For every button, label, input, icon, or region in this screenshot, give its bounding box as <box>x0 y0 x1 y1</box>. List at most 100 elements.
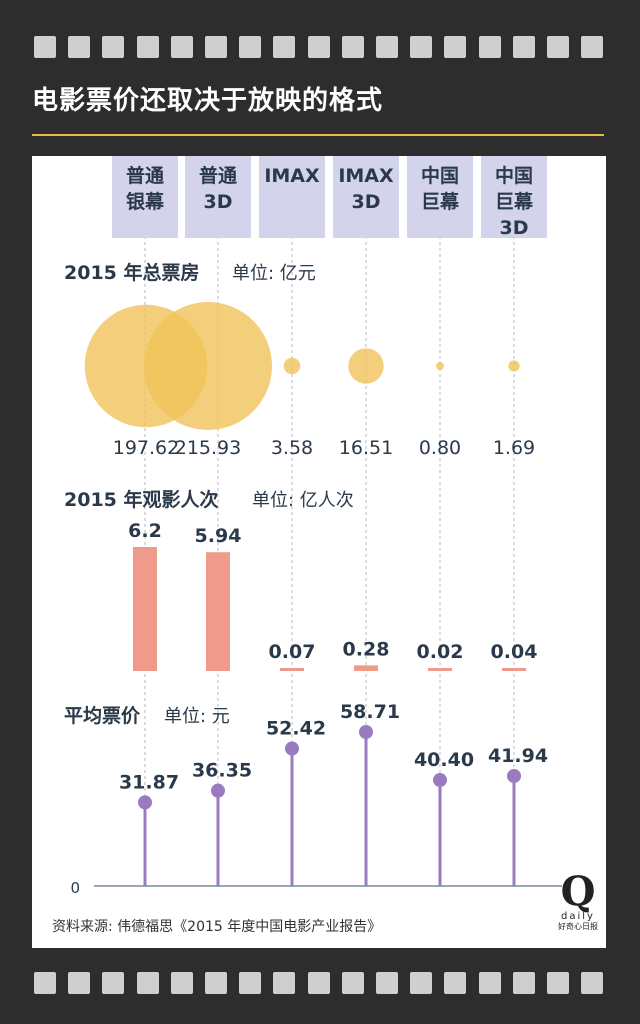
film-hole <box>136 36 159 58</box>
price-point <box>285 741 299 756</box>
category-label: 3D <box>352 191 381 213</box>
price-unit: 单位: 元 <box>164 706 230 727</box>
price-value-label: 31.87 <box>119 771 179 793</box>
audience-value-label: 5.94 <box>195 525 242 547</box>
box-office-unit: 单位: 亿元 <box>232 263 316 284</box>
film-hole <box>376 36 398 58</box>
category-label: 中国 <box>495 164 533 187</box>
price-point <box>507 768 521 783</box>
category-label: 普通 <box>199 164 238 187</box>
audience-value-label: 0.28 <box>343 638 390 660</box>
film-hole <box>273 36 296 58</box>
film-hole <box>410 36 433 58</box>
film-hole <box>512 972 535 994</box>
audience-title: 2015 年观影人次 <box>64 488 219 511</box>
category-label: 中国 <box>421 164 459 187</box>
price-point <box>359 725 373 739</box>
film-hole <box>205 972 227 994</box>
filmstrip-bottom <box>0 972 640 996</box>
film-hole <box>512 36 535 58</box>
bubble-value-label: 16.51 <box>339 437 393 459</box>
bubble-value-label: 3.58 <box>271 437 313 459</box>
category-box <box>407 156 473 238</box>
bubble-mark <box>508 360 520 372</box>
film-hole <box>307 36 330 58</box>
category-box <box>112 156 178 238</box>
bubble-value-label: 197.62 <box>113 437 179 459</box>
category-label: 巨幕 <box>421 191 460 213</box>
film-hole <box>34 36 56 58</box>
category-box <box>481 156 547 238</box>
audience-value-label: 0.02 <box>417 641 464 663</box>
bubble-mark <box>144 302 272 430</box>
price-zero-label: 0 <box>70 879 80 897</box>
film-hole <box>239 972 262 994</box>
film-hole <box>68 36 91 58</box>
price-title: 平均票价 <box>64 704 141 727</box>
filmstrip-top <box>0 36 640 60</box>
film-hole <box>341 36 364 58</box>
film-hole <box>273 972 296 994</box>
category-label: IMAX <box>338 165 394 187</box>
film-hole <box>478 36 501 58</box>
audience-bar <box>502 668 526 671</box>
price-value-label: 41.94 <box>488 745 548 767</box>
film-hole <box>581 36 604 58</box>
film-hole <box>136 972 159 994</box>
category-label: 巨幕 <box>495 191 534 213</box>
page-title: 电影票价还取决于放映的格式 <box>32 86 384 116</box>
audience-value-label: 6.2 <box>128 520 162 542</box>
film-hole <box>170 36 193 58</box>
price-point <box>433 773 447 788</box>
bubble-value-label: 1.69 <box>493 437 535 459</box>
category-label: 3D <box>500 217 529 239</box>
audience-bar <box>206 552 230 671</box>
film-hole <box>581 972 604 994</box>
film-hole <box>307 972 330 994</box>
logo: Q daily 好奇心日报 <box>554 872 602 932</box>
film-hole <box>410 972 433 994</box>
audience-bar <box>280 668 304 671</box>
price-point <box>211 783 225 798</box>
logo-cn: 好奇心日报 <box>558 922 598 931</box>
chart-panel: 普通银幕 普通 3D IMAX IMAX 3D 中国巨幕 中国巨幕 3D 2015 年总票房 单… <box>32 156 606 948</box>
category-box <box>185 156 251 238</box>
film-hole <box>239 36 262 58</box>
film-hole <box>170 972 193 994</box>
film-hole <box>102 972 125 994</box>
film-hole <box>102 36 125 58</box>
price-value-label: 40.40 <box>414 749 474 771</box>
category-box <box>259 156 325 238</box>
audience-bar <box>133 547 157 671</box>
film-hole <box>547 36 569 58</box>
category-box <box>333 156 399 238</box>
film-hole <box>68 972 91 994</box>
audience-bar <box>354 665 378 671</box>
audience-value-label: 0.07 <box>269 641 316 663</box>
bubble-value-label: 215.93 <box>175 437 241 459</box>
film-hole <box>376 972 398 994</box>
bubble-mark <box>348 348 384 384</box>
box-office-title: 2015 年总票房 <box>64 261 200 284</box>
category-label: 普通 <box>126 164 165 187</box>
price-point <box>138 795 152 810</box>
audience-bar <box>428 668 452 671</box>
film-hole <box>341 972 364 994</box>
logo-word: daily <box>561 911 595 922</box>
film-hole <box>205 36 227 58</box>
category-label: 3D <box>204 191 233 213</box>
logo-mark: Q <box>560 868 596 915</box>
price-value-label: 52.42 <box>266 717 326 739</box>
price-value-label: 58.71 <box>340 701 400 723</box>
audience-unit: 单位: 亿人次 <box>252 490 354 511</box>
title-rule <box>32 134 604 136</box>
category-label: IMAX <box>264 165 320 187</box>
source-note: 资料来源: 伟德福思《2015 年度中国电影产业报告》 <box>52 919 382 935</box>
bubble-mark <box>283 357 301 375</box>
film-hole <box>547 972 569 994</box>
category-label: 银幕 <box>126 190 165 213</box>
bubble-value-label: 0.80 <box>419 437 461 459</box>
film-hole <box>444 972 467 994</box>
film-hole <box>478 972 501 994</box>
